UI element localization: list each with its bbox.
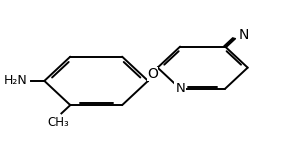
Text: CH₃: CH₃ <box>48 116 70 129</box>
Text: N: N <box>175 82 185 95</box>
Text: O: O <box>147 67 158 81</box>
Text: H₂N: H₂N <box>3 74 27 87</box>
Text: N: N <box>239 28 249 42</box>
